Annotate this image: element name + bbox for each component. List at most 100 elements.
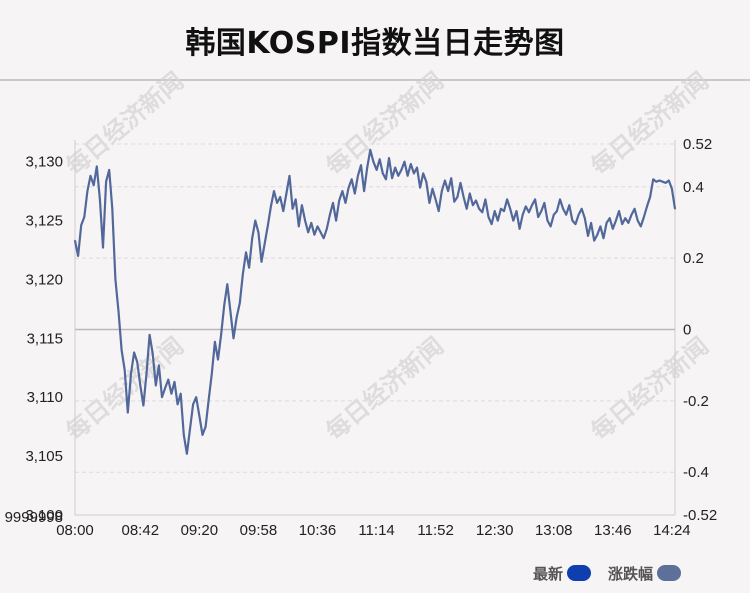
data-point xyxy=(313,233,316,236)
data-point xyxy=(437,210,440,212)
data-point xyxy=(385,178,387,181)
data-point xyxy=(537,216,539,218)
data-point xyxy=(487,216,490,218)
data-point xyxy=(245,251,247,254)
data-point xyxy=(102,246,104,249)
data-point xyxy=(406,175,409,177)
data-point xyxy=(441,190,443,192)
data-point xyxy=(319,231,322,234)
data-point xyxy=(183,434,185,436)
legend-item-latest[interactable]: 最新 xyxy=(533,562,592,584)
data-point xyxy=(316,225,319,228)
data-point xyxy=(366,166,369,169)
data-point xyxy=(509,208,512,210)
data-point xyxy=(239,302,241,304)
data-point xyxy=(553,213,555,216)
plot-area xyxy=(73,148,677,455)
x-tick-label: 08:42 xyxy=(122,522,160,539)
data-point xyxy=(434,198,437,201)
data-point xyxy=(525,205,527,208)
data-point xyxy=(658,179,661,182)
data-point xyxy=(459,182,462,184)
data-point xyxy=(329,213,331,216)
data-point xyxy=(260,261,263,263)
data-point xyxy=(92,184,95,186)
watermark-text: 每日经济新闻 xyxy=(61,67,189,181)
data-point xyxy=(288,175,291,177)
legend-swatch-change xyxy=(657,565,682,581)
data-point xyxy=(139,384,142,387)
data-point xyxy=(649,196,651,198)
data-point xyxy=(593,239,595,242)
legend-label-latest: 最新 xyxy=(533,564,564,583)
data-point xyxy=(462,196,465,198)
data-point xyxy=(493,210,496,212)
data-point xyxy=(170,392,173,395)
data-point xyxy=(120,349,123,351)
data-point xyxy=(612,228,614,230)
data-point xyxy=(291,208,294,210)
data-point xyxy=(179,392,182,395)
data-point xyxy=(403,160,406,163)
data-point xyxy=(270,205,272,208)
y-left-tick-label: 3,125 xyxy=(25,213,63,230)
legend-label-change: 涨跌幅 xyxy=(608,564,654,583)
data-point xyxy=(254,219,257,222)
data-point xyxy=(624,217,627,219)
data-point xyxy=(481,211,484,214)
chart-title: 韩国KOSPI指数当日走势图 xyxy=(185,26,565,61)
x-tick-label: 08:00 xyxy=(56,522,94,539)
data-point xyxy=(332,202,334,204)
data-point xyxy=(307,231,310,234)
watermark-text: 每日经济新闻 xyxy=(586,67,714,181)
data-point xyxy=(465,208,468,210)
data-point xyxy=(500,208,502,210)
legend-item-change[interactable]: 涨跌幅 xyxy=(608,562,682,584)
data-point xyxy=(223,304,225,307)
data-point xyxy=(74,239,76,242)
data-point xyxy=(301,204,303,206)
data-point xyxy=(96,165,98,168)
data-point xyxy=(599,225,602,228)
data-point xyxy=(425,180,428,183)
x-tick-label: 14:24 xyxy=(653,522,691,539)
tick-labels: 3,100 3,105 3,110 3,115 3,120 3,125 3,130 99999… xyxy=(5,136,718,539)
data-point xyxy=(608,217,611,219)
data-point xyxy=(540,210,543,212)
data-point xyxy=(472,204,474,206)
data-point xyxy=(357,175,359,177)
y-left-tick-label: 3,100 xyxy=(25,507,63,524)
data-point xyxy=(83,216,86,218)
data-point xyxy=(263,243,266,245)
data-point xyxy=(123,369,126,371)
data-point xyxy=(294,198,297,201)
data-point xyxy=(636,219,639,222)
x-tick-label: 11:52 xyxy=(417,522,453,539)
data-point xyxy=(655,180,658,183)
data-point xyxy=(630,213,633,216)
data-point xyxy=(363,190,365,192)
data-point xyxy=(257,231,260,234)
data-point xyxy=(161,396,163,399)
data-point xyxy=(369,149,372,151)
data-point xyxy=(282,210,285,212)
data-point xyxy=(276,202,278,204)
data-point xyxy=(248,266,250,269)
data-point xyxy=(151,352,154,355)
data-point xyxy=(450,177,453,179)
data-point xyxy=(279,196,282,198)
x-tick-label: 09:20 xyxy=(181,522,219,539)
data-point xyxy=(242,272,244,275)
data-point xyxy=(562,208,564,210)
data-point xyxy=(89,175,92,177)
data-point xyxy=(531,204,533,206)
data-point xyxy=(556,210,558,212)
data-point xyxy=(214,341,216,343)
data-point xyxy=(326,228,328,230)
data-point xyxy=(155,384,157,387)
data-point xyxy=(77,255,79,257)
data-point xyxy=(497,219,499,222)
data-point xyxy=(419,186,421,189)
grid-lines xyxy=(75,143,675,516)
data-point xyxy=(633,208,636,210)
